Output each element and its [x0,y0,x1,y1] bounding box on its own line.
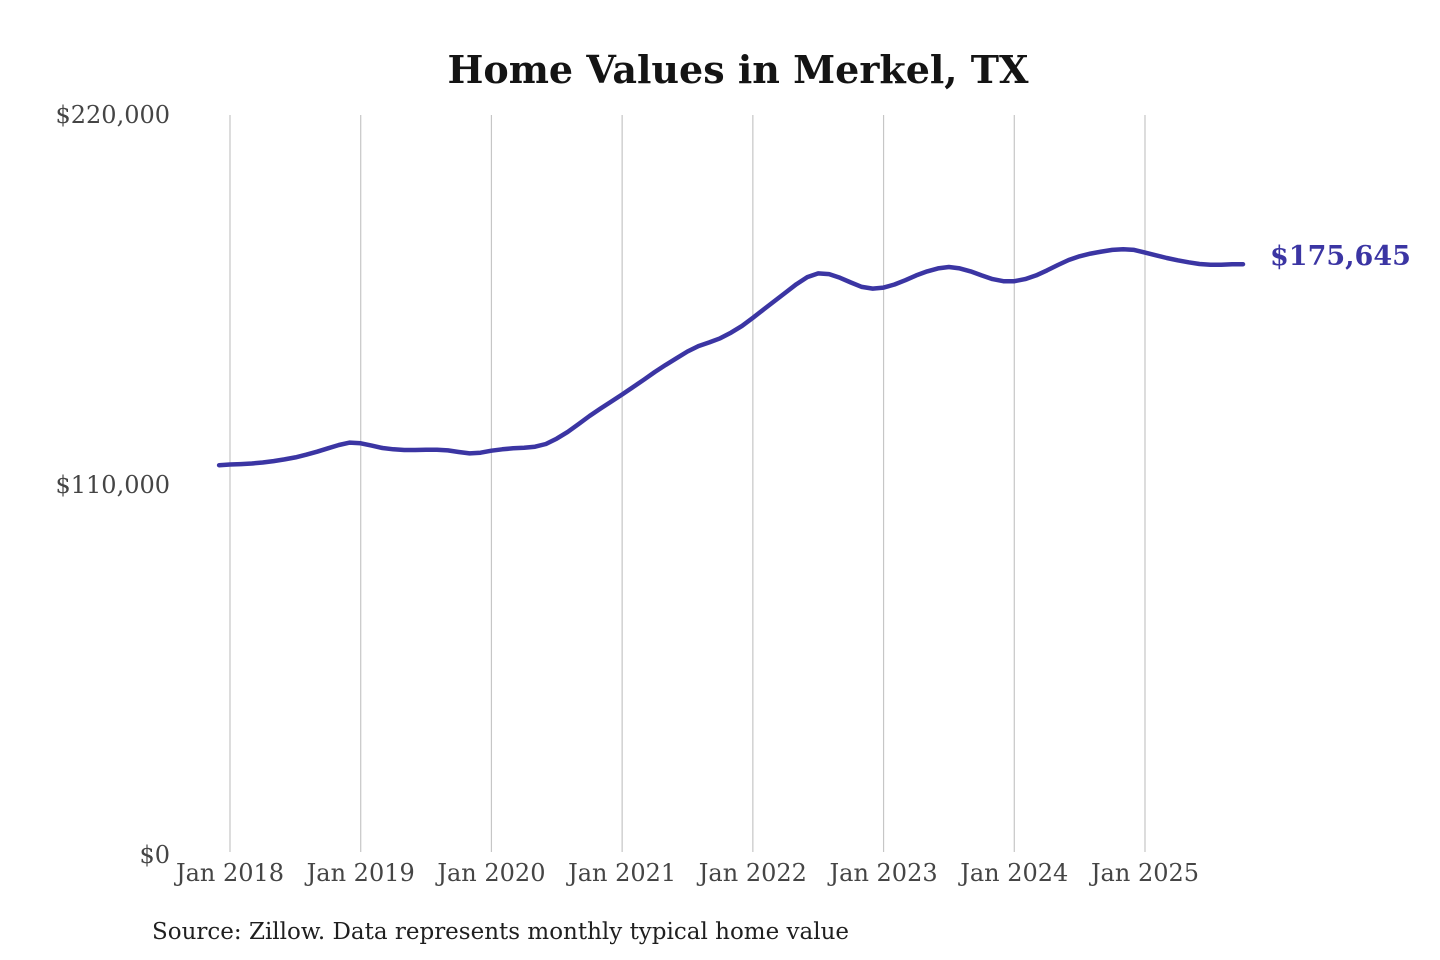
x-axis-tick-label: Jan 2021 [565,859,676,887]
x-axis-tick-labels: Jan 2018 Jan 2019 Jan 2020 Jan 2021 Jan 2022… [173,859,1199,887]
current-value-label: $175,645 [1270,241,1411,272]
source-note: Source: Zillow. Data represents monthly … [152,919,849,945]
x-axis-tick-label: Jan 2019 [304,859,415,887]
y-axis-tick-label: $220,000 [55,101,170,129]
x-axis-tick-label: Jan 2025 [1088,859,1199,887]
x-axis-tick-label: Jan 2024 [957,859,1068,887]
x-axis-tick-label: Jan 2022 [696,859,807,887]
gridlines [229,115,1146,852]
chart-title: Home Values in Merkel, TX [447,47,1029,92]
x-axis-tick-label: Jan 2018 [173,859,284,887]
x-axis-tick-label: Jan 2020 [434,859,545,887]
y-axis-tick-labels: $0 $110,000 $220,000 [55,101,170,869]
y-axis-tick-label: $110,000 [55,471,170,499]
x-axis-tick-label: Jan 2023 [827,859,938,887]
trend-line [216,246,1246,468]
y-axis-tick-label: $0 [139,841,170,869]
